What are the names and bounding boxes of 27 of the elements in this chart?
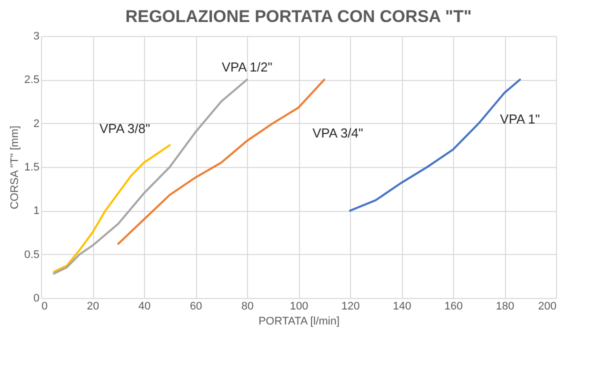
chart-title: REGOLAZIONE PORTATA CON CORSA "T" [125, 7, 472, 26]
y-tick-label: 2 [33, 118, 40, 130]
line-series [52, 144, 171, 273]
series-label: VPA 1/2" [222, 60, 273, 75]
x-tick-label: 120 [341, 300, 360, 312]
y-tick-label: 0.5 [24, 248, 40, 261]
x-tick-label: 20 [86, 300, 100, 312]
series-label: VPA 3/4" [312, 126, 364, 141]
x-tick-label: 40 [138, 300, 151, 312]
y-tick-label: 0 [33, 292, 40, 304]
y-tick-label: 1.5 [24, 162, 40, 174]
x-tick-label: 80 [241, 300, 254, 312]
series-label: VPA 3/8" [99, 121, 150, 136]
x-tick-label: 0 [42, 300, 48, 312]
y-tick-label: 1 [33, 205, 40, 218]
x-tick-label: 140 [392, 300, 412, 312]
y-tick-label: 3 [33, 30, 40, 42]
x-axis-title: PORTATA [l/min] [258, 316, 340, 328]
x-tick-label: 180 [496, 300, 514, 312]
y-axis-title: CORSA "T" [mm] [9, 126, 22, 210]
x-tick-label: 200 [538, 300, 556, 312]
series-label: VPA 1" [500, 112, 540, 127]
y-tick-label: 2.5 [24, 74, 40, 86]
x-tick-label: 60 [190, 300, 202, 312]
line-series [52, 78, 248, 275]
x-tick-label: 100 [290, 300, 308, 312]
x-tick-label: 160 [444, 300, 463, 312]
